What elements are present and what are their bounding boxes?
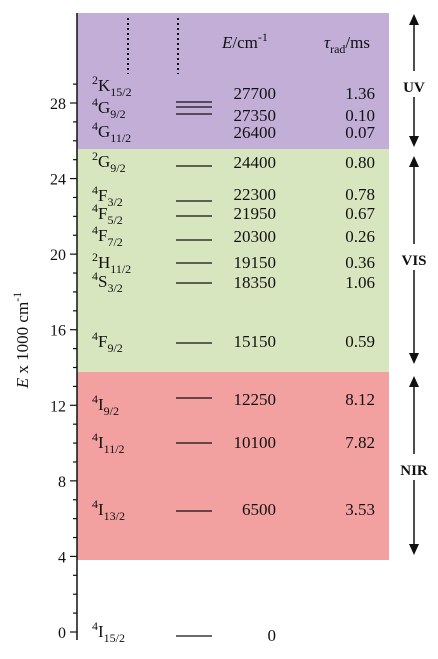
energy-level: 4F9/2 15150 0.59 xyxy=(92,329,375,355)
energy-column-header: E/cm-1 xyxy=(221,30,268,52)
level-lifetime: 0.10 xyxy=(345,106,375,125)
arrow-up-icon xyxy=(409,14,419,25)
arrow-up-icon xyxy=(409,156,419,167)
y-tick-label: 24 xyxy=(50,172,66,189)
level-lifetime: 3.53 xyxy=(345,500,375,519)
energy-level: 2H11/2 19150 0.36 xyxy=(92,250,375,276)
energy-level: 4I11/2 10100 7.82 xyxy=(92,430,375,456)
arrow-up-icon xyxy=(409,376,419,387)
level-energy: 6500 xyxy=(242,500,276,519)
level-energy: 19150 xyxy=(234,253,277,272)
y-tick-label: 16 xyxy=(50,323,66,340)
level-lifetime: 0.36 xyxy=(345,253,375,272)
region-nir-marker: NIR xyxy=(400,376,428,555)
level-lifetime: 1.36 xyxy=(345,84,375,103)
y-axis-ticks: 0 4 8 12 16 20 24 28 xyxy=(50,83,77,642)
energy-level: 4I13/2 6500 3.53 xyxy=(92,497,375,523)
region-label: NIR xyxy=(400,463,428,479)
y-tick-label: 20 xyxy=(50,247,66,264)
level-lifetime: 0.78 xyxy=(345,185,375,204)
level-lifetime: 0.26 xyxy=(345,227,375,246)
arrow-down-icon xyxy=(409,353,419,364)
y-tick-label: 4 xyxy=(58,549,66,566)
energy-level: 2G9/2 24400 0.80 xyxy=(92,149,375,175)
term-symbol: 4I11/2 xyxy=(92,430,125,456)
term-symbol: 2K15/2 xyxy=(92,73,132,99)
energy-level: 4F3/2 22300 0.78 xyxy=(92,183,375,209)
level-lifetime: 0.07 xyxy=(345,123,375,142)
level-energy: 0 xyxy=(268,626,277,645)
level-lifetime: 8.12 xyxy=(345,390,375,409)
term-symbol: 4I9/2 xyxy=(92,392,119,418)
term-symbol: 2G9/2 xyxy=(92,149,126,175)
y-tick-label: 28 xyxy=(50,96,66,113)
energy-level: 4I9/2 12250 8.12 xyxy=(92,390,375,418)
level-energy: 10100 xyxy=(234,433,277,452)
term-symbol: 4G11/2 xyxy=(92,119,131,145)
energy-level: 4F5/2 21950 0.67 xyxy=(92,201,376,227)
energy-levels: 2K15/2 27700 1.36 4G9/2 27350 0.10 4G11/2 26400… xyxy=(92,73,376,645)
energy-level: 2K15/2 27700 1.36 xyxy=(92,73,375,103)
level-energy: 15150 xyxy=(234,332,277,351)
term-symbol: 4G9/2 xyxy=(92,95,126,121)
level-energy: 18350 xyxy=(234,273,277,292)
y-tick-label: 12 xyxy=(50,398,66,415)
region-vis-marker: VIS xyxy=(401,156,427,364)
nir-region xyxy=(77,372,389,560)
term-symbol: 2H11/2 xyxy=(92,250,131,276)
level-lifetime: 7.82 xyxy=(345,433,375,452)
level-energy: 20300 xyxy=(234,227,277,246)
level-energy: 24400 xyxy=(234,153,277,172)
term-symbol: 4F3/2 xyxy=(92,183,123,209)
term-symbol: 4S3/2 xyxy=(92,269,123,295)
lifetime-column-header: τrad/ms xyxy=(324,33,370,56)
energy-level: 4S3/2 18350 1.06 xyxy=(92,269,375,295)
term-symbol: 4F9/2 xyxy=(92,329,123,355)
level-lifetime: 1.06 xyxy=(345,273,375,292)
level-energy: 22300 xyxy=(234,185,277,204)
energy-level: 4G11/2 26400 0.07 xyxy=(92,113,376,145)
arrow-down-icon xyxy=(409,136,419,147)
level-energy: 27350 xyxy=(234,106,277,125)
level-lifetime: 0.67 xyxy=(345,204,375,223)
term-symbol: 4F7/2 xyxy=(92,223,123,249)
arrow-down-icon xyxy=(409,544,419,555)
y-tick-label: 8 xyxy=(58,474,66,491)
region-label: UV xyxy=(403,80,425,96)
level-energy: 26400 xyxy=(234,123,277,142)
level-lifetime: 0.80 xyxy=(345,153,375,172)
uv-region xyxy=(77,13,389,149)
energy-level: 4G9/2 27350 0.10 xyxy=(92,95,375,125)
level-energy: 12250 xyxy=(234,390,277,409)
term-symbol: 4F5/2 xyxy=(92,201,123,227)
term-symbol: 4I15/2 xyxy=(92,619,125,645)
level-energy: 27700 xyxy=(234,84,277,103)
spectral-regions: UV VIS NIR xyxy=(400,14,428,555)
energy-level: 4I15/2 0 xyxy=(92,619,276,645)
term-symbol: 4I13/2 xyxy=(92,497,125,523)
level-energy: 21950 xyxy=(234,204,277,223)
energy-level: 4F7/2 20300 0.26 xyxy=(92,223,375,249)
region-label: VIS xyxy=(401,253,426,269)
vis-region xyxy=(77,149,389,372)
level-lifetime: 0.59 xyxy=(345,332,375,351)
y-axis-label: E x 1000 cm-1 xyxy=(10,292,32,389)
region-uv-marker: UV xyxy=(403,14,425,147)
y-tick-label: 0 xyxy=(58,625,66,642)
